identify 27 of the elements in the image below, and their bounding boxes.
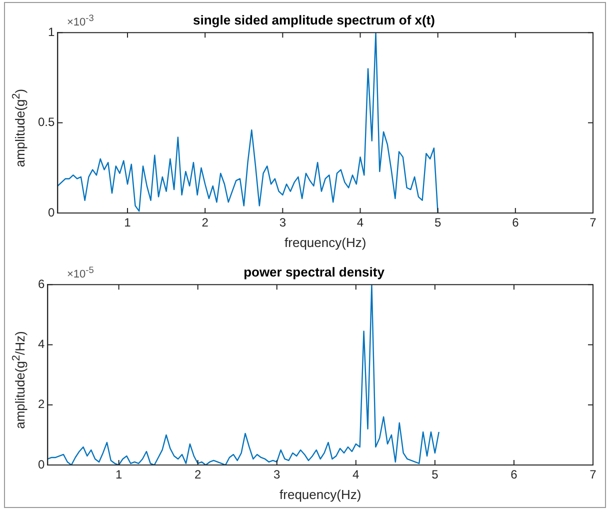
x-tick-label: 5 — [432, 468, 439, 482]
x-tick-label: 7 — [590, 216, 597, 230]
text: ×10$^{-3}$ — [67, 13, 94, 29]
x-tick-label: 4 — [356, 216, 364, 230]
y-tick-label: 0.5 — [38, 115, 55, 130]
x-tick-label: 1 — [115, 468, 122, 482]
chart-title: power spectral density — [244, 264, 386, 280]
y-tick-label: 1 — [48, 24, 55, 39]
x-tick-label: 2 — [202, 216, 209, 230]
x-tick-label: 2 — [194, 468, 202, 482]
x-axis-title: frequency(Hz) — [280, 486, 362, 502]
x-tick-label: 7 — [590, 468, 597, 482]
y-tick-label: 0 — [38, 457, 45, 472]
x-tick-label: 3 — [274, 468, 281, 482]
x-tick-label: 6 — [510, 468, 518, 482]
y-tick-label: 4 — [38, 337, 45, 352]
text: ×10$^{-5}$ — [67, 265, 94, 281]
x-tick-label: 1 — [124, 216, 132, 230]
y-tick-label: 0 — [48, 205, 55, 220]
y-tick-label: 2 — [38, 397, 45, 412]
x-tick-label: 5 — [434, 216, 442, 230]
y-tick-label: 6 — [38, 276, 45, 291]
x-tick-label: 4 — [352, 468, 360, 482]
x-tick-label: 6 — [512, 216, 520, 230]
x-axis-title: frequency(Hz) — [284, 234, 366, 250]
chart-title: single sided amplitude spectrum of x(t) — [193, 12, 435, 28]
x-tick-label: 3 — [279, 216, 286, 230]
